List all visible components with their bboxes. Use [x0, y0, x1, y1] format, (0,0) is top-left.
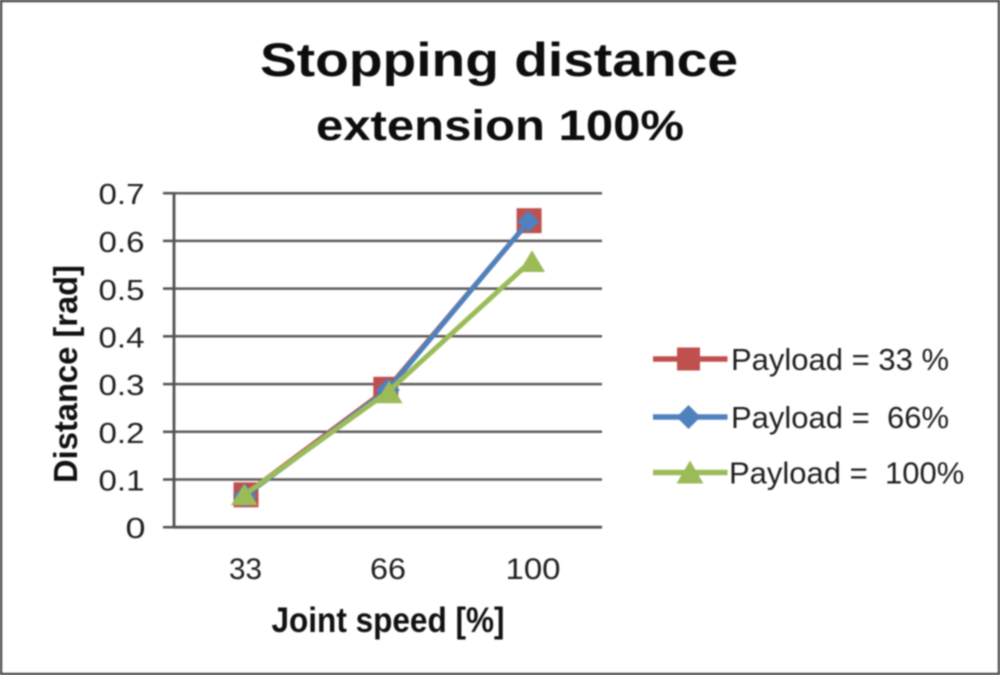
svg-text:0.5: 0.5 — [99, 275, 145, 307]
svg-text:0.6: 0.6 — [99, 227, 145, 259]
svg-text:0.2: 0.2 — [99, 418, 145, 450]
svg-text:66: 66 — [370, 553, 406, 586]
svg-text:0.1: 0.1 — [99, 466, 145, 498]
svg-text:0.3: 0.3 — [99, 370, 145, 402]
svg-text:extension 100%: extension 100% — [316, 102, 684, 150]
svg-text:Payload = 33 %: Payload = 33 % — [731, 342, 949, 377]
svg-text:Distance [rad]: Distance [rad] — [47, 265, 84, 483]
svg-text:100: 100 — [506, 553, 561, 586]
svg-text:Joint speed [%]: Joint speed [%] — [272, 601, 505, 640]
svg-text:Payload = 66%: Payload = 66% — [731, 400, 949, 435]
svg-text:0.4: 0.4 — [99, 323, 145, 355]
svg-text:0: 0 — [126, 513, 146, 545]
svg-text:0.7: 0.7 — [99, 179, 145, 211]
svg-text:Stopping distance: Stopping distance — [260, 33, 738, 86]
svg-text:33: 33 — [229, 553, 262, 586]
svg-text:Payload = 100%: Payload = 100% — [729, 456, 964, 491]
